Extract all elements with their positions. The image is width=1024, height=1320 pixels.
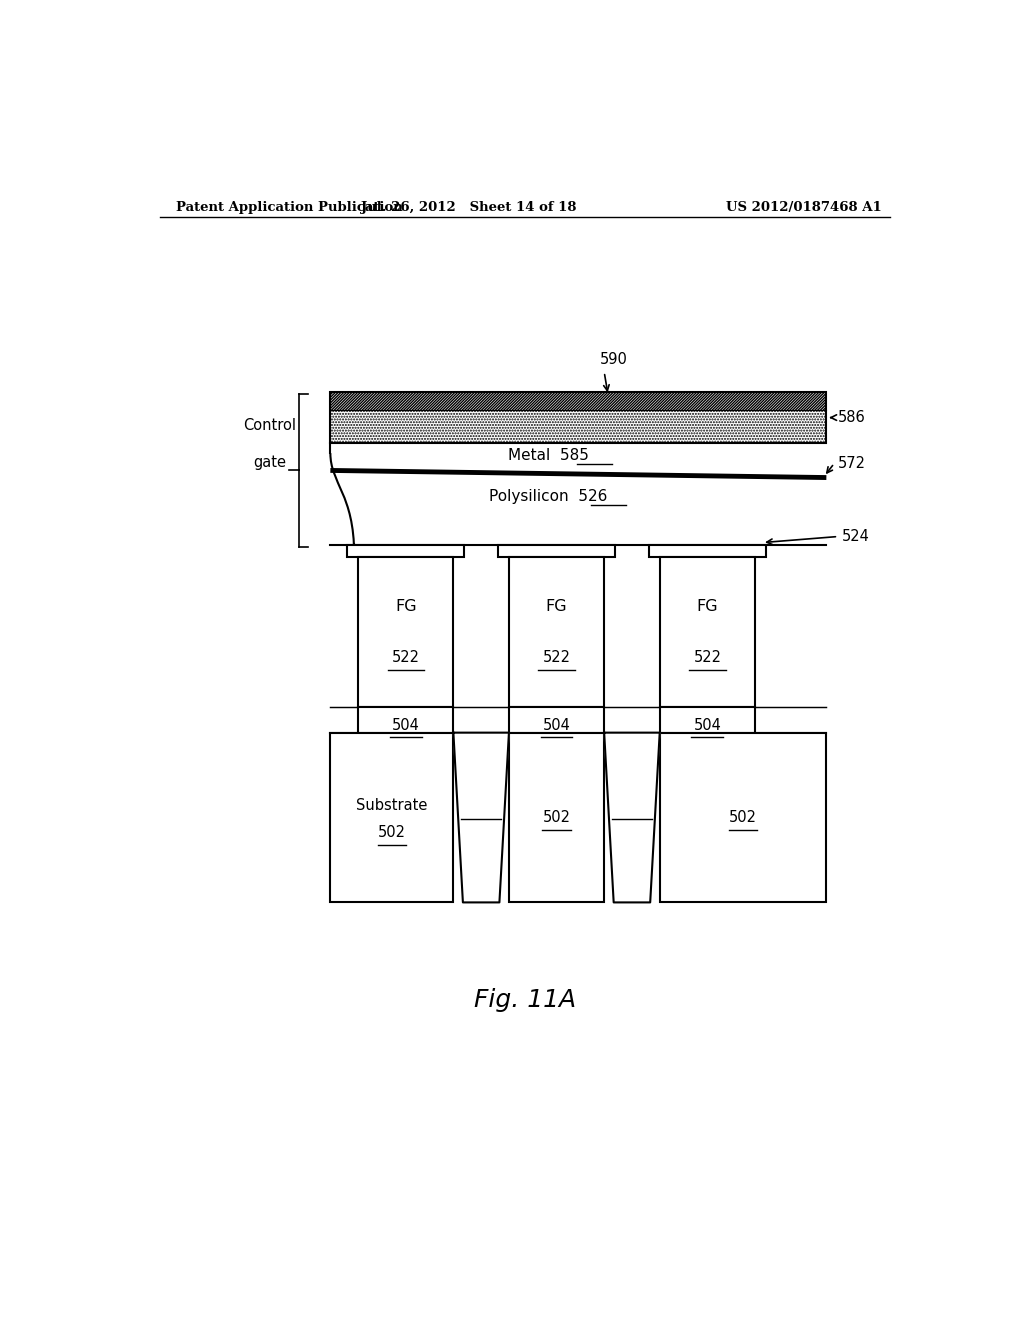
Bar (659, 557, 755, 708)
Bar (659, 708, 755, 733)
Bar (509, 708, 604, 733)
Text: 504: 504 (543, 718, 570, 733)
Text: 504: 504 (693, 718, 721, 733)
Text: FG: FG (395, 599, 417, 614)
Bar (331, 392, 826, 444)
Text: 522: 522 (693, 649, 721, 665)
Text: FG: FG (546, 599, 567, 614)
Text: 522: 522 (392, 649, 420, 665)
Bar (659, 733, 826, 903)
Text: gate: gate (253, 455, 286, 470)
Text: Jul. 26, 2012   Sheet 14 of 18: Jul. 26, 2012 Sheet 14 of 18 (361, 201, 577, 214)
Bar (331, 411, 826, 444)
Text: 502: 502 (543, 810, 570, 825)
Text: STI: STI (621, 771, 643, 785)
Text: 590: 590 (600, 351, 628, 367)
Text: Fig. 11A: Fig. 11A (474, 989, 575, 1012)
Text: 1102: 1102 (613, 800, 650, 814)
Polygon shape (604, 733, 659, 903)
Polygon shape (454, 733, 509, 903)
Text: 572: 572 (839, 455, 866, 471)
Text: 504: 504 (392, 718, 420, 733)
Bar (347, 545, 465, 557)
Text: US 2012/0187468 A1: US 2012/0187468 A1 (726, 201, 882, 214)
Text: Polysilicon  526: Polysilicon 526 (489, 488, 608, 504)
Text: 522: 522 (543, 649, 570, 665)
Bar (331, 733, 454, 903)
Bar (358, 557, 454, 708)
Text: FG: FG (696, 599, 718, 614)
Text: 524: 524 (842, 529, 870, 544)
Text: Control: Control (243, 418, 296, 433)
Text: 586: 586 (839, 411, 866, 425)
Text: 1102: 1102 (463, 800, 500, 814)
Bar (509, 557, 604, 708)
Text: STI: STI (470, 771, 493, 785)
Bar (358, 708, 454, 733)
Bar (498, 545, 615, 557)
Text: Patent Application Publication: Patent Application Publication (176, 201, 402, 214)
Bar (648, 545, 766, 557)
Text: Substrate: Substrate (356, 797, 428, 813)
Text: Metal  585: Metal 585 (508, 449, 589, 463)
Bar (509, 733, 604, 903)
Text: 502: 502 (729, 810, 757, 825)
Bar (331, 392, 826, 411)
Text: 502: 502 (378, 825, 406, 841)
